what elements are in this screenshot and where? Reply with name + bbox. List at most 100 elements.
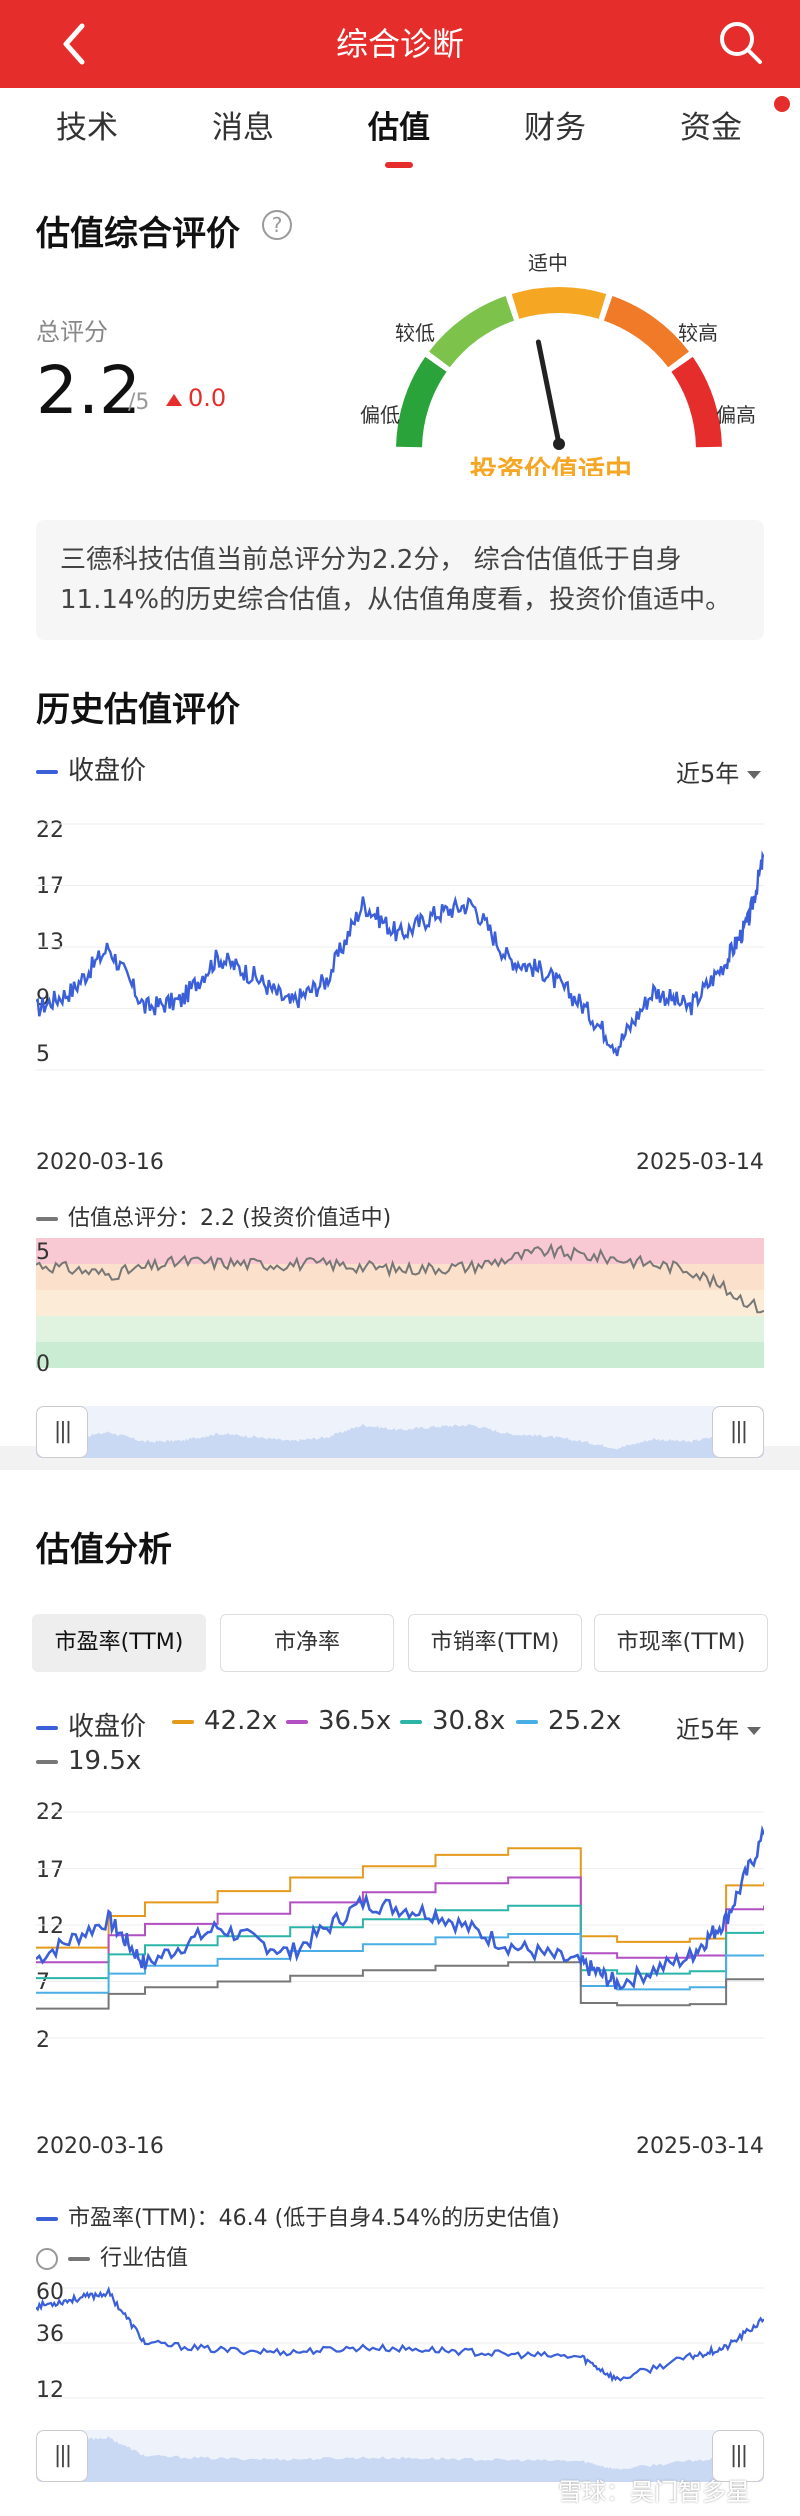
price-legend: 收盘价: [36, 750, 146, 787]
pe-tick: 36: [36, 2322, 64, 2347]
period-selector-2[interactable]: 近5年: [676, 1710, 762, 1745]
score-band: [36, 1290, 764, 1316]
pe-chart[interactable]: [36, 2278, 764, 2408]
pe-legend: 市盈率(TTM)：46.4 (低于自身4.54%的历史估值): [36, 2200, 560, 2232]
gauge-segment: [603, 296, 689, 368]
score-denominator: /5: [128, 390, 150, 415]
legend-19x: 19.5x: [36, 1746, 141, 1776]
top-bar: 综合诊断: [0, 0, 800, 88]
y-tick: 12: [36, 1914, 64, 1939]
legend-36x: 36.5x: [286, 1706, 391, 1736]
end-date: 2025-03-14: [636, 1150, 764, 1175]
back-arrow-icon[interactable]: [48, 16, 104, 72]
series-score: [36, 1242, 764, 1314]
help-icon[interactable]: ?: [262, 210, 292, 240]
legend-42x: 42.2x: [172, 1706, 277, 1736]
tab-news[interactable]: 消息: [212, 110, 274, 146]
band-19.5x: [36, 1961, 764, 2010]
page-title: 综合诊断: [335, 25, 464, 63]
total-score: 2.2: [36, 352, 141, 429]
period-selector[interactable]: 近5年: [676, 754, 762, 789]
gauge-hub: [553, 438, 565, 450]
tab-bar: 技术 消息 估值 财务 资金: [0, 88, 800, 184]
score-tick: 0: [36, 1352, 50, 1377]
subtab-pb[interactable]: 市净率: [220, 1614, 394, 1672]
up-triangle-icon: [166, 394, 182, 406]
series-pe: [36, 2286, 764, 2383]
score-band: [36, 1342, 764, 1368]
slider-handle-left[interactable]: |||: [36, 1406, 88, 1458]
series-close-price: [36, 1824, 764, 1991]
section-title-history: 历史估值评价: [36, 690, 240, 730]
industry-toggle[interactable]: 行业估值: [36, 2240, 188, 2272]
score-chart[interactable]: [36, 1238, 764, 1368]
mini-chart: [36, 2436, 764, 2482]
search-icon[interactable]: [712, 14, 768, 70]
analysis-card: 估值分析 市盈率(TTM) 市净率 市销率(TTM) 市现率(TTM) 收盘价 …: [0, 1470, 800, 2516]
section-title-analysis: 估值分析: [36, 1530, 172, 1570]
tab-active-indicator: [385, 162, 413, 168]
gauge-label-higher: 较高: [678, 322, 718, 345]
gauge-segment: [671, 356, 722, 448]
legend-25x: 25.2x: [516, 1706, 621, 1736]
tab-funds[interactable]: 资金: [680, 110, 742, 146]
mini-chart: [36, 1417, 764, 1458]
watermark: 雪球：吴门智多星: [558, 2478, 750, 2506]
slider-handle-left[interactable]: |||: [36, 2430, 88, 2482]
y-tick: 17: [36, 1858, 64, 1883]
legend-price: 收盘价: [36, 1706, 146, 1743]
score-label: 总评分: [36, 318, 108, 346]
score-change: 0.0: [166, 384, 226, 412]
pe-tick: 12: [36, 2378, 64, 2403]
gauge-needle: [535, 339, 562, 447]
mini-area: [36, 1417, 764, 1458]
subtab-pcf[interactable]: 市现率(TTM): [594, 1614, 768, 1672]
valuation-description: 三德科技估值当前总评分为2.2分， 综合估值低于自身11.14%的历史综合估值，…: [36, 520, 764, 640]
dropdown-icon: [747, 1727, 762, 1735]
y-tick: 17: [36, 874, 64, 899]
subtab-pe[interactable]: 市盈率(TTM): [32, 1614, 206, 1672]
score-tick: 5: [36, 1240, 50, 1265]
radio-icon: [36, 2248, 58, 2270]
y-tick: 5: [36, 1042, 50, 1067]
y-tick: 7: [36, 1970, 50, 1995]
gauge-verdict: 投资价值适中: [470, 456, 632, 476]
mini-area: [36, 2436, 764, 2482]
start-date: 2020-03-16: [36, 2134, 164, 2159]
gauge-label-mid: 适中: [528, 252, 568, 275]
tab-technical[interactable]: 技术: [56, 110, 118, 146]
valuation-gauge: 偏低 较低 适中 较高 偏高 投资价值适中: [360, 252, 756, 476]
gauge-segment: [429, 296, 515, 368]
gauge-segment: [396, 356, 447, 448]
range-slider[interactable]: ||| |||: [36, 1406, 764, 1458]
slider-handle-right[interactable]: |||: [712, 1406, 764, 1458]
notification-dot: [774, 96, 790, 112]
slider-handle-right[interactable]: |||: [712, 2430, 764, 2482]
score-band: [36, 1316, 764, 1342]
gauge-label-low: 偏低: [360, 404, 400, 427]
dropdown-icon: [747, 771, 762, 779]
valuation-card: 估值综合评价 ? 总评分 2.2 /5 0.0 偏低 较低 适中 较高 偏高 投…: [0, 184, 800, 1458]
tab-valuation[interactable]: 估值: [334, 88, 464, 184]
y-tick: 2: [36, 2028, 50, 2053]
score-legend: 估值总评分：2.2 (投资价值适中): [36, 1200, 391, 1232]
score-band: [36, 1238, 764, 1264]
subtab-ps[interactable]: 市销率(TTM): [408, 1614, 582, 1672]
end-date: 2025-03-14: [636, 2134, 764, 2159]
y-tick: 22: [36, 818, 64, 843]
series-close-price: [36, 850, 764, 1057]
range-slider-2[interactable]: ||| |||: [36, 2430, 764, 2482]
pe-tick: 60: [36, 2280, 64, 2305]
section-title-valuation: 估值综合评价: [36, 214, 240, 254]
pe-band-chart[interactable]: [36, 1800, 764, 2050]
gauge-segment: [511, 287, 607, 319]
y-tick: 13: [36, 930, 64, 955]
band-42.2x: [36, 1847, 764, 1949]
gauge-label-high: 偏高: [716, 404, 756, 427]
price-chart[interactable]: [36, 812, 764, 1082]
start-date: 2020-03-16: [36, 1150, 164, 1175]
tab-finance[interactable]: 财务: [524, 110, 586, 146]
band-36.5x: [36, 1876, 764, 1964]
legend-30x: 30.8x: [400, 1706, 505, 1736]
gauge-label-lower: 较低: [395, 322, 435, 345]
